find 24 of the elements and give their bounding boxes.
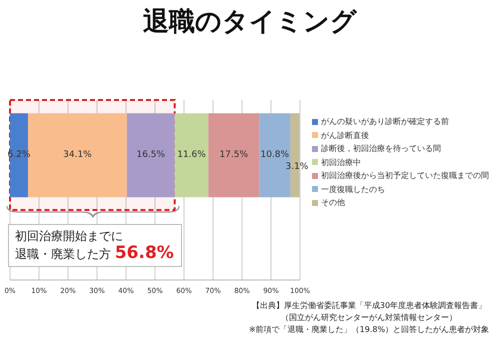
text: （国立がん研究センターがん対策情報センター） — [280, 312, 458, 324]
data-label: 34.1% — [63, 150, 92, 160]
bar — [10, 113, 28, 198]
text: ※前項で「退職・廃業した」（19.8%）と回答したがん患者が対象 — [248, 324, 490, 336]
data-label: 10.8% — [260, 150, 290, 160]
legend-label: がん診断直後 — [321, 130, 369, 142]
legend-label: 初回治療中 — [321, 156, 361, 168]
bar — [126, 113, 175, 198]
annotation: 退職・廃業した方 — [15, 247, 111, 261]
data-label: 11.6% — [177, 150, 206, 160]
legend-label: 診断後，初回治療を待っている間 — [321, 143, 441, 155]
text: 【出典】厚生労働省委託事業「平成30年度患者体験調査報告書」 — [250, 300, 488, 312]
legend-label: 初回治療後から当初予定していた復職までの間 — [321, 170, 489, 182]
legend-label: 一度復職したのち — [321, 184, 385, 196]
bar — [208, 113, 260, 198]
bar — [174, 113, 208, 198]
legend-label: がんの疑いがあり診断が確定する前 — [321, 116, 449, 128]
data-label: 17.5% — [219, 150, 248, 160]
annotation: 初回治療開始までに — [15, 228, 124, 245]
data-label: 3.1% — [285, 162, 309, 172]
data-label: 16.5% — [136, 150, 166, 160]
annotation: 56.8% — [114, 243, 174, 263]
legend-label: その他 — [321, 197, 345, 209]
chart-title: 退職のタイミング — [142, 6, 358, 39]
